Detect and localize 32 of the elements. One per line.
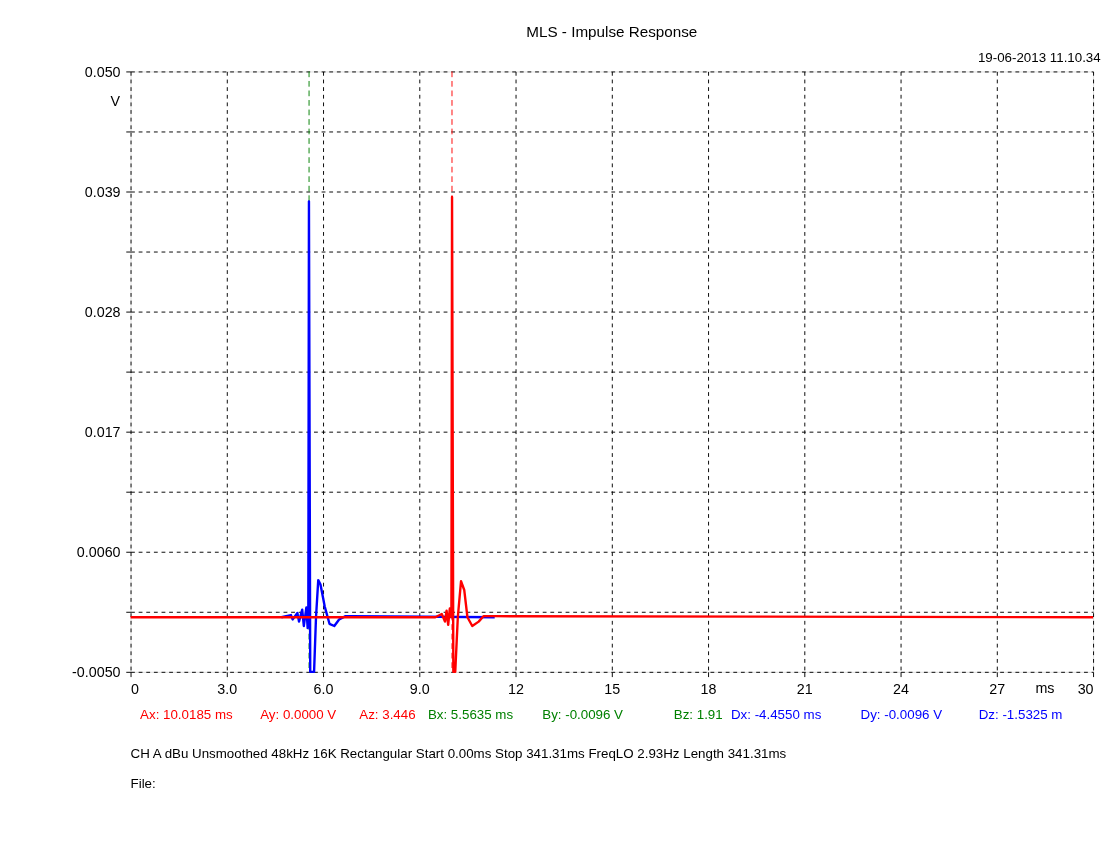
y-tick-label: 0.028 [84, 303, 121, 320]
y-axis-title: V [110, 93, 121, 110]
text: Ax: 10.0185 ms [140, 707, 234, 723]
text: Bz: 1.91 [673, 707, 723, 723]
y-tick-label: 0.039 [84, 183, 121, 200]
text: Dx: -4.4550 ms [730, 707, 822, 723]
y-tick-label: 0.0060 [76, 544, 121, 560]
text: 19-06-2013 11.10.34 [977, 49, 1102, 65]
y-tick-label: 0.017 [84, 423, 121, 440]
text: Az: 3.446 [359, 707, 416, 723]
text: Dy: -0.0096 V [860, 707, 943, 723]
text: CH A dBu Unsmoothed 48kHz 16K Rectangular Start 0.00ms Stop 341.31ms FreqLO 2.93Hz Length 341.31ms [130, 745, 787, 761]
text: By: -0.0096 V [542, 707, 624, 723]
x-tick-label: 3.0 [217, 681, 238, 698]
x-axis-title: ms [1035, 679, 1055, 696]
chart-title: MLS - Impulse Response [526, 23, 698, 41]
text: File: [130, 776, 156, 792]
x-tick-label: 30 [1077, 681, 1094, 698]
x-tick-label: 27 [989, 681, 1006, 698]
text: Dz: -1.5325 m [978, 707, 1063, 723]
x-tick-label: 6.0 [313, 681, 334, 698]
y-tick-label: 0.050 [84, 63, 121, 80]
x-tick-label: 12 [508, 681, 525, 698]
x-tick-label: 18 [700, 681, 717, 698]
x-tick-label: 24 [893, 681, 910, 698]
x-tick-label: 15 [604, 681, 621, 698]
text: Ay: 0.0000 V [260, 707, 337, 723]
text: Bx: 5.5635 ms [427, 707, 514, 723]
x-tick-label: 9.0 [409, 681, 430, 698]
x-tick-label: 21 [796, 681, 813, 698]
x-tick-label: 0 [131, 681, 140, 698]
y-tick-label: -0.0050 [72, 664, 121, 681]
